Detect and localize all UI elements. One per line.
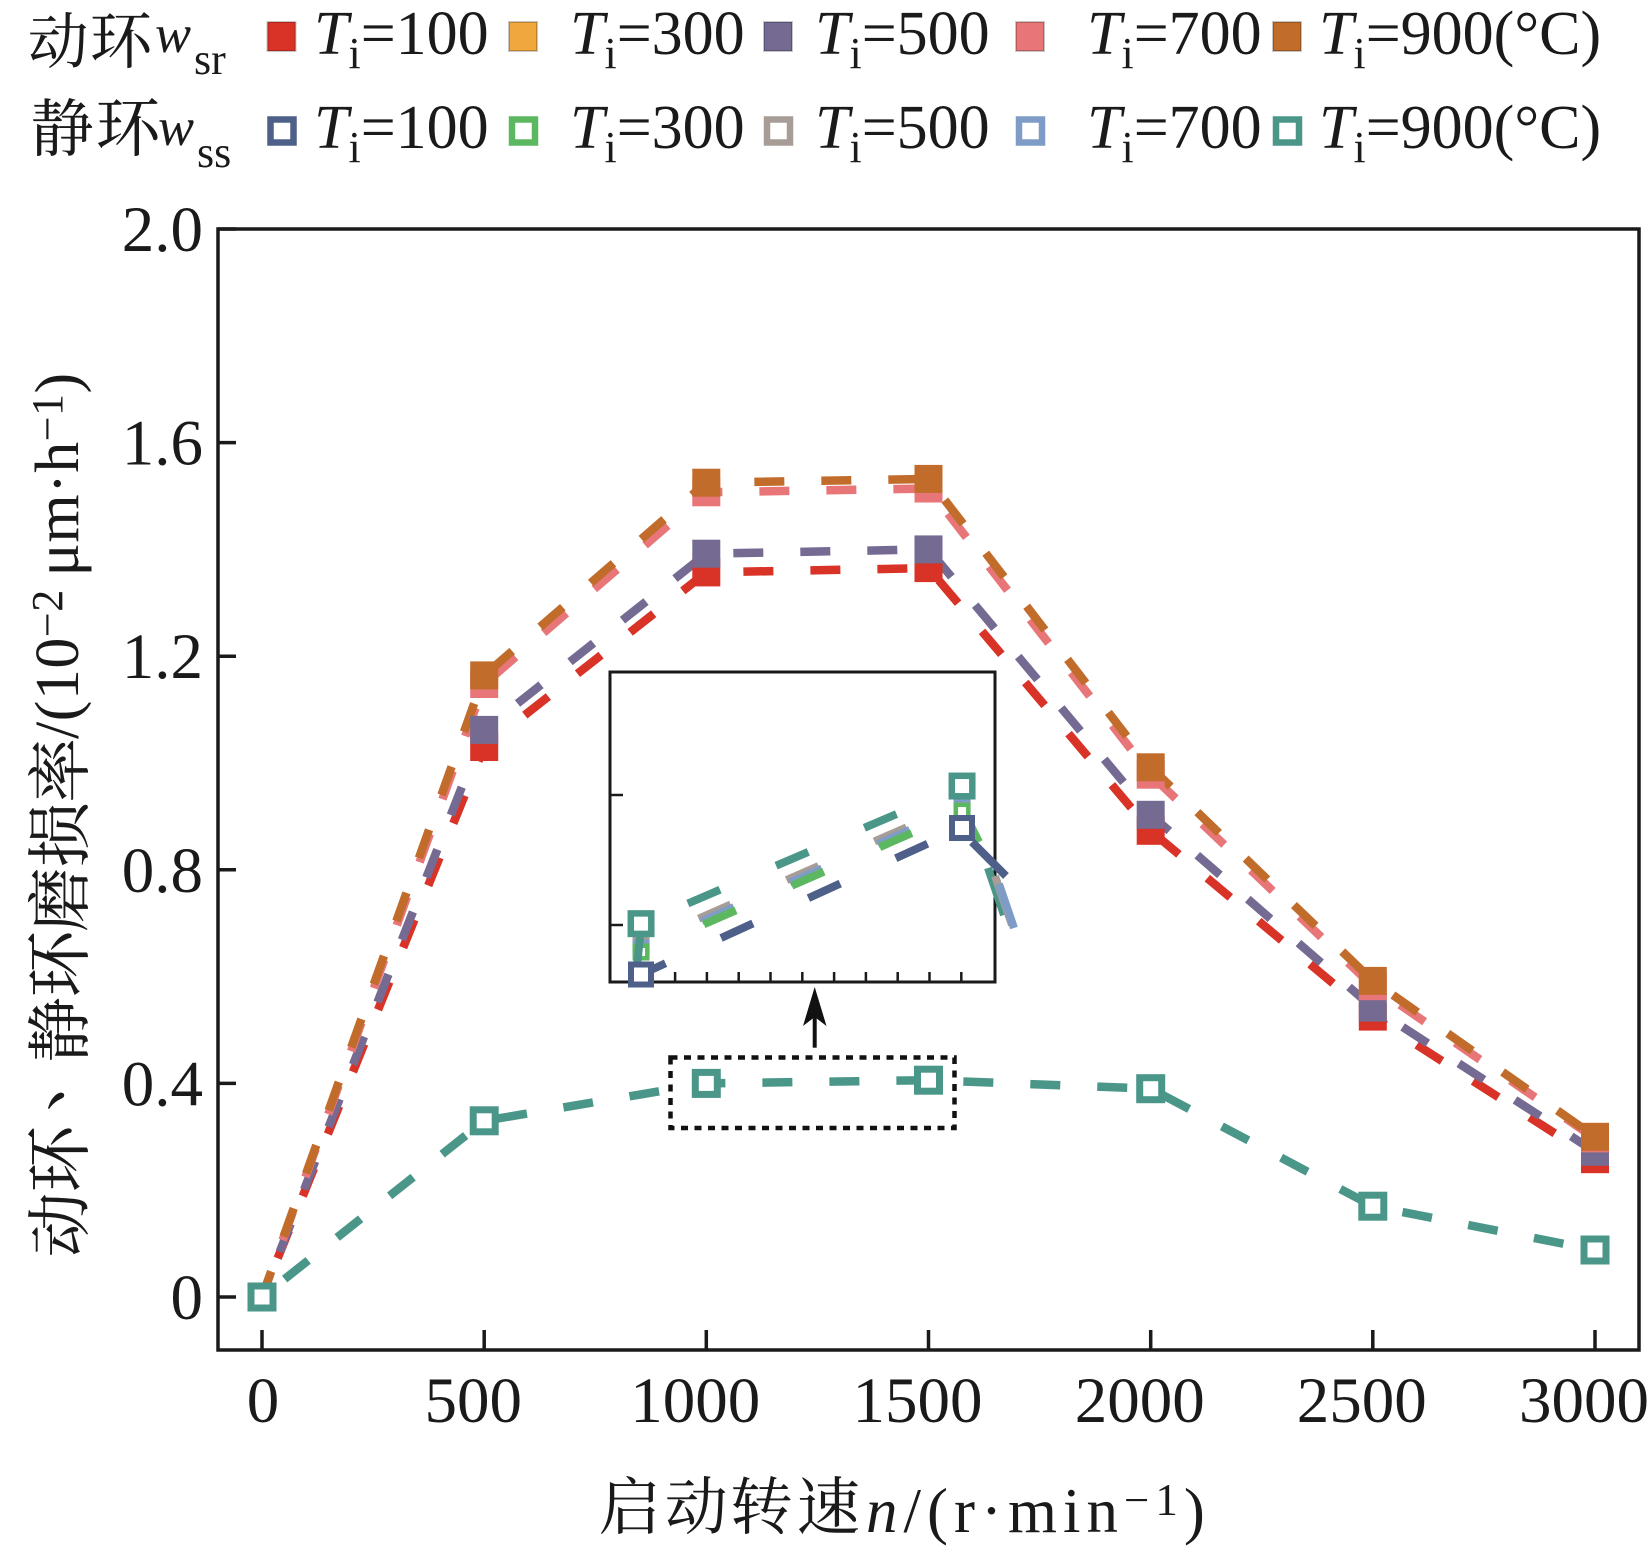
svg-text:0: 0 (171, 1262, 204, 1334)
svg-text:Ti=300: Ti=300 (570, 94, 745, 172)
svg-text:1.2: 1.2 (122, 621, 203, 693)
svg-text:Ti=900(°C): Ti=900(°C) (1319, 94, 1601, 172)
svg-text:Ti=100: Ti=100 (314, 94, 489, 172)
svg-text:Ti=700: Ti=700 (1087, 0, 1262, 78)
svg-text:3000: 3000 (1519, 1365, 1649, 1437)
svg-text:1000: 1000 (630, 1365, 760, 1437)
svg-text:Ti=900(°C): Ti=900(°C) (1319, 0, 1601, 78)
svg-text:Ti=500: Ti=500 (815, 94, 990, 172)
svg-text:0.4: 0.4 (122, 1048, 203, 1120)
svg-text:Ti=100: Ti=100 (314, 0, 489, 78)
svg-text:2000: 2000 (1075, 1365, 1205, 1437)
svg-text:0.8: 0.8 (122, 835, 203, 907)
svg-text:500: 500 (424, 1365, 522, 1437)
svg-text:1500: 1500 (853, 1365, 983, 1437)
svg-text:0: 0 (247, 1365, 280, 1437)
svg-text:Ti=300: Ti=300 (570, 0, 745, 78)
svg-text:Ti=700: Ti=700 (1087, 94, 1262, 172)
svg-text:/(10−2 μm·h−1): /(10−2 μm·h−1) (23, 372, 92, 739)
svg-text:2500: 2500 (1297, 1365, 1427, 1437)
svg-text:2.0: 2.0 (122, 194, 203, 266)
svg-text:Ti=500: Ti=500 (815, 0, 990, 78)
svg-text:1.6: 1.6 (122, 408, 203, 480)
